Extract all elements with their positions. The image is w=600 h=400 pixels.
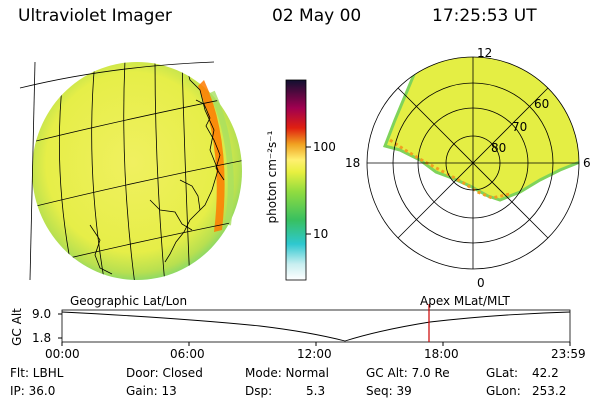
colorbar-unit-label: photon cm⁻²s⁻¹ [265, 130, 279, 224]
time-label: 17:25:53 UT [432, 6, 537, 26]
y-tick-9: 9.0 [32, 307, 52, 321]
geographic-label: Geographic Lat/Lon [70, 294, 188, 308]
glat-value: 42.2 [532, 366, 559, 380]
mlt-label-0: 0 [477, 276, 485, 290]
altitude-timeline [58, 304, 571, 346]
mlt-label-6: 6 [583, 156, 591, 170]
door-info: Door: Closed [126, 366, 203, 380]
earth-image [19, 61, 242, 281]
lat-label-60: 60 [534, 97, 550, 111]
colorbar-tick-10: 10 [313, 227, 329, 241]
x-tick-0600: 06:00 [170, 347, 205, 361]
polar-plot [366, 56, 580, 270]
mode-info: Mode: Normal [245, 366, 329, 380]
date-label: 02 May 00 [272, 6, 362, 26]
x-tick-1800: 18:00 [424, 347, 459, 361]
lat-label-70: 70 [512, 120, 528, 134]
x-tick-1200: 12:00 [297, 347, 332, 361]
glon-label: GLon: [486, 384, 521, 398]
gain-info: Gain: 13 [126, 384, 177, 398]
y-tick-1-8: 1.8 [32, 331, 52, 345]
color-scale [285, 79, 311, 281]
glon-value: 253.2 [532, 384, 567, 398]
dsp-value: 5.3 [306, 384, 326, 398]
dsp-label: Dsp: [245, 384, 273, 398]
app-title: Ultraviolet Imager [18, 6, 172, 26]
apex-label: Apex MLat/MLT [420, 294, 510, 308]
gc-alt-info: GC Alt: 7.0 Re [366, 366, 450, 380]
auroral-oval [383, 57, 579, 202]
ip-info: IP: 36.0 [10, 384, 56, 398]
glat-label: GLat: [486, 366, 519, 380]
gc-alt-axis-label: GC Alt [10, 308, 24, 346]
x-tick-0000: 00:00 [45, 347, 80, 361]
x-tick-2359: 23:59 [551, 347, 586, 361]
lat-label-80: 80 [491, 141, 507, 155]
mlt-label-12: 12 [477, 46, 493, 60]
altitude-curve [61, 311, 571, 342]
mlt-label-18: 18 [345, 156, 361, 170]
flt-info: Flt: LBHL [10, 366, 64, 380]
colorbar-tick-100: 100 [313, 140, 336, 154]
seq-info: Seq: 39 [366, 384, 412, 398]
